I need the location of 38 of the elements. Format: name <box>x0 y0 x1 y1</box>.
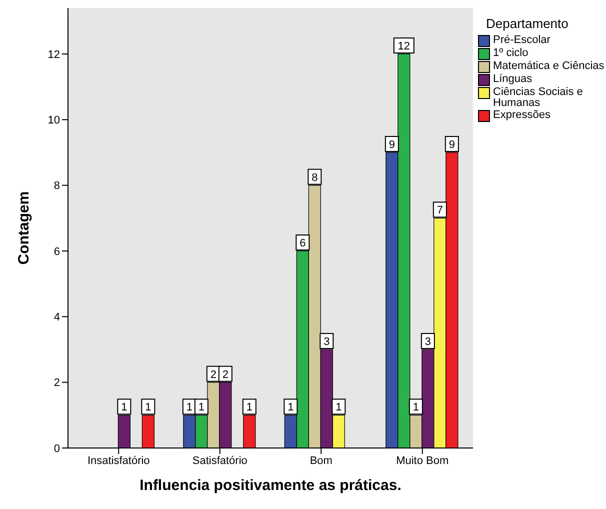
legend-title: Departamento <box>485 16 570 31</box>
x-tick-label: Muito Bom <box>396 454 449 467</box>
data-label: 8 <box>312 172 318 184</box>
data-label: 2 <box>222 368 228 381</box>
x-axis-title: Influencia positivamente as práticas. <box>140 477 402 494</box>
y-tick-label: 8 <box>54 180 60 192</box>
data-label: 1 <box>186 402 192 414</box>
data-label: 1 <box>198 402 204 414</box>
data-label: 1 <box>288 402 294 414</box>
data-label: 1 <box>121 402 128 414</box>
x-tick-label: Bom <box>310 454 332 467</box>
legend-label: Pré-Escolar <box>493 34 550 46</box>
legend-label: 1º ciclo <box>493 47 528 59</box>
data-label: 2 <box>210 368 216 381</box>
legend-label: Línguas <box>493 73 532 85</box>
data-label: 1 <box>145 402 152 414</box>
y-tick-label: 6 <box>54 246 60 258</box>
data-label: 12 <box>398 40 410 52</box>
data-label: 3 <box>324 336 330 348</box>
data-label: 1 <box>336 402 342 414</box>
x-tick-label: Insatisfatório <box>87 454 150 467</box>
legend-label: Matemática e Ciências <box>493 60 604 72</box>
data-label: 6 <box>300 237 306 250</box>
y-tick-label: 0 <box>54 442 60 455</box>
data-label: 1 <box>246 402 252 414</box>
legend-label: Ciências Sociais e Humanas <box>493 86 584 109</box>
y-axis-title: Contagem <box>15 191 32 265</box>
data-label: 1 <box>412 402 419 414</box>
x-tick-label: Satisfatório <box>192 454 248 467</box>
data-label: 9 <box>448 138 455 151</box>
y-tick-label: 10 <box>48 114 60 127</box>
data-label: 3 <box>424 336 431 348</box>
legend-label: Expressões <box>493 109 550 121</box>
data-label: 9 <box>388 138 395 151</box>
y-tick-label: 4 <box>54 312 60 324</box>
y-tick-label: 2 <box>54 377 60 390</box>
y-tick-label: 12 <box>48 48 60 61</box>
data-label: 7 <box>436 204 443 217</box>
